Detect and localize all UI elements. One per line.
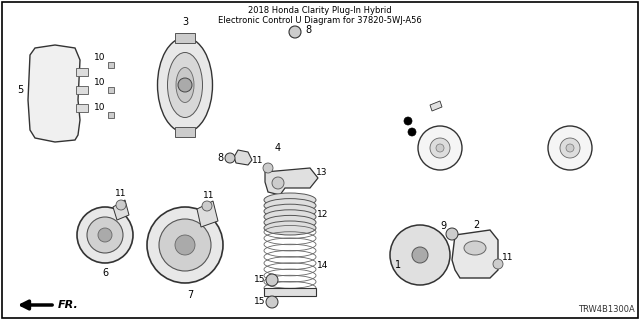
Text: 15: 15 [254,276,266,284]
Ellipse shape [157,37,212,132]
Circle shape [87,217,123,253]
Ellipse shape [176,68,194,102]
Ellipse shape [264,199,316,212]
Bar [108,62,114,68]
Circle shape [147,207,223,283]
Ellipse shape [168,52,202,117]
Circle shape [446,228,458,240]
Ellipse shape [264,204,316,218]
Text: FR.: FR. [58,300,79,310]
Text: 8: 8 [305,25,311,35]
Circle shape [272,177,284,189]
Circle shape [436,144,444,152]
Text: 10: 10 [94,102,106,111]
Polygon shape [113,200,129,220]
Text: 11: 11 [252,156,264,164]
Text: 3: 3 [182,17,188,27]
Circle shape [266,296,278,308]
Text: 5: 5 [17,85,23,95]
Circle shape [178,78,192,92]
Text: 11: 11 [204,190,215,199]
Ellipse shape [264,215,316,229]
Bar [76,68,88,76]
Ellipse shape [464,241,486,255]
Text: 10: 10 [94,52,106,61]
Circle shape [159,219,211,271]
Polygon shape [197,201,218,227]
Text: 9: 9 [440,221,446,231]
Polygon shape [452,230,498,278]
Text: 12: 12 [317,210,329,219]
Text: 7: 7 [187,290,193,300]
Circle shape [266,274,278,286]
Text: 11: 11 [502,253,514,262]
Text: 6: 6 [102,268,108,278]
Circle shape [289,26,301,38]
Bar [76,104,88,112]
Text: 8: 8 [217,153,223,163]
Polygon shape [28,45,80,142]
Bar [76,86,88,94]
Polygon shape [430,101,442,111]
Text: 10: 10 [94,77,106,86]
Circle shape [98,228,112,242]
Circle shape [493,259,503,269]
Bar [108,112,114,118]
Text: 15: 15 [254,298,266,307]
Ellipse shape [264,210,316,224]
Bar [175,33,195,43]
Text: TRW4B1300A: TRW4B1300A [579,305,635,314]
Polygon shape [265,168,318,195]
Text: 2: 2 [473,220,479,230]
Circle shape [408,128,416,136]
Circle shape [430,138,450,158]
Bar [108,87,114,93]
Bar [264,288,316,296]
Text: Electronic Control U Diagram for 37820-5WJ-A56: Electronic Control U Diagram for 37820-5… [218,15,422,25]
Text: 11: 11 [115,188,127,197]
Circle shape [175,235,195,255]
Circle shape [225,153,235,163]
Circle shape [77,207,133,263]
Circle shape [560,138,580,158]
Text: 1: 1 [395,260,401,270]
Circle shape [418,126,462,170]
Circle shape [548,126,592,170]
Circle shape [116,200,126,210]
Circle shape [566,144,574,152]
Circle shape [390,225,450,285]
Text: 14: 14 [317,260,329,269]
Ellipse shape [264,193,316,207]
Circle shape [202,201,212,211]
Text: 2018 Honda Clarity Plug-In Hybrid: 2018 Honda Clarity Plug-In Hybrid [248,5,392,14]
Text: 13: 13 [316,167,328,177]
Circle shape [412,247,428,263]
Text: 4: 4 [275,143,281,153]
Circle shape [263,163,273,173]
Bar [175,127,195,137]
Ellipse shape [264,221,316,235]
Circle shape [404,117,412,125]
Polygon shape [234,150,252,165]
